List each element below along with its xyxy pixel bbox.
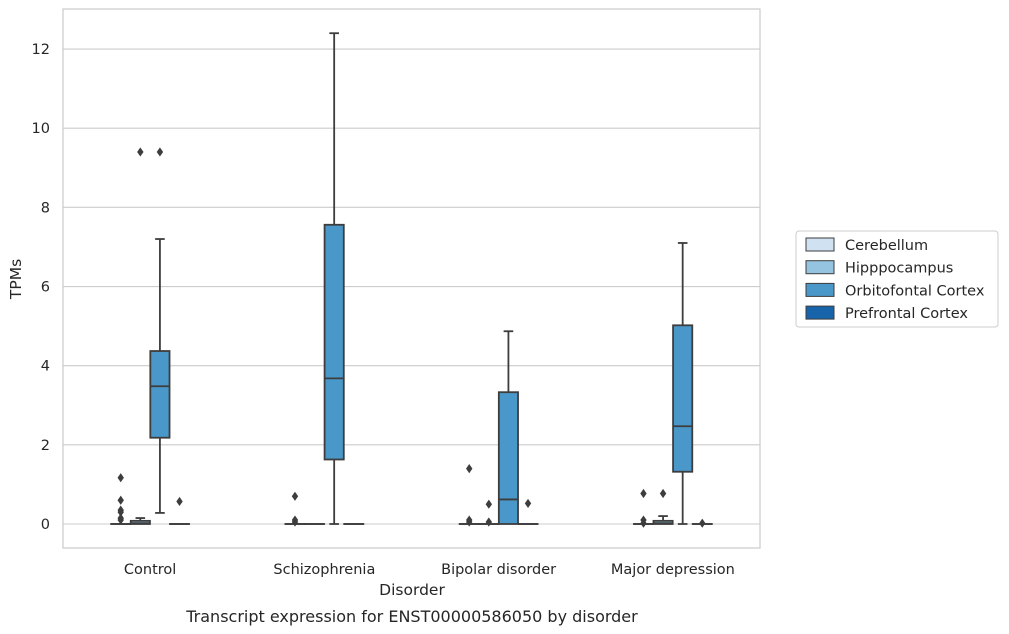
outlier-marker: [117, 505, 124, 515]
outlier-marker: [176, 496, 183, 507]
y-tick-label: 2: [41, 438, 50, 454]
y-axis-title: TPMs: [7, 259, 25, 300]
legend-swatch: [805, 305, 835, 320]
box-group: [169, 496, 191, 525]
outlier-marker: [524, 498, 532, 509]
y-tick-label: 0: [41, 517, 50, 533]
outlier-marker: [485, 517, 493, 527]
outlier-marker: [485, 499, 493, 509]
legend-frame: [795, 230, 999, 328]
box-group: [458, 463, 480, 527]
legend-label: Cerebellum: [845, 238, 928, 254]
outlier-marker: [659, 488, 667, 499]
outlier-marker: [640, 515, 647, 525]
outlier-marker: [466, 463, 473, 474]
plot-frame: [62, 8, 761, 549]
y-tick-label: 12: [32, 42, 50, 58]
outlier-marker: [291, 491, 299, 501]
box-group: [672, 242, 694, 525]
legend-swatch: [805, 282, 835, 297]
outlier-marker: [640, 488, 647, 499]
x-tick-label: Schizophrenia: [273, 562, 375, 578]
box: [497, 391, 519, 525]
outlier-marker: [117, 513, 124, 523]
legend-label: Hipppocampus: [845, 261, 953, 277]
box-group: [497, 330, 519, 525]
y-tick-label: 10: [32, 121, 50, 137]
box-group: [110, 473, 132, 525]
legend-label: Orbitofontal Cortex: [845, 283, 985, 299]
box-group: [652, 488, 674, 525]
legend-swatch: [805, 260, 835, 275]
legend-label: Prefrontal Cortex: [845, 306, 968, 322]
legend-swatch: [805, 237, 835, 252]
chart-caption: Transcript expression for ENST0000058605…: [185, 607, 638, 626]
outlier-marker: [137, 147, 144, 157]
outlier-marker: [117, 495, 124, 505]
legend: Cerebellum Hipppocampus Orbitofontal Corte…: [795, 230, 999, 328]
x-tick-label: Major depression: [611, 562, 735, 578]
y-tick-label: 6: [41, 280, 50, 296]
box-group: [517, 498, 539, 525]
box-group: [129, 147, 151, 525]
box-group: [691, 518, 713, 528]
box-group: [632, 488, 654, 528]
outlier-marker: [117, 473, 124, 483]
x-axis-title: Disorder: [379, 581, 445, 599]
x-tick-label: Bipolar disorder: [441, 562, 556, 578]
outlier-marker: [466, 515, 473, 525]
y-axis-ticks: 0 2 4 6 8 10 12: [32, 42, 50, 533]
box: [323, 223, 345, 461]
outlier-marker: [291, 515, 299, 525]
outlier-marker: [699, 518, 706, 528]
box: [149, 350, 171, 439]
outlier-marker: [156, 147, 164, 157]
x-axis-ticks: Control Schizophrenia Bipolar disorder Majo…: [124, 562, 735, 578]
box-group: [323, 32, 345, 525]
box-group: [149, 147, 171, 514]
x-tick-label: Control: [124, 562, 176, 578]
plot-area: [110, 32, 713, 528]
y-tick-label: 4: [41, 359, 50, 375]
box: [672, 324, 694, 473]
y-tick-label: 8: [41, 200, 50, 216]
